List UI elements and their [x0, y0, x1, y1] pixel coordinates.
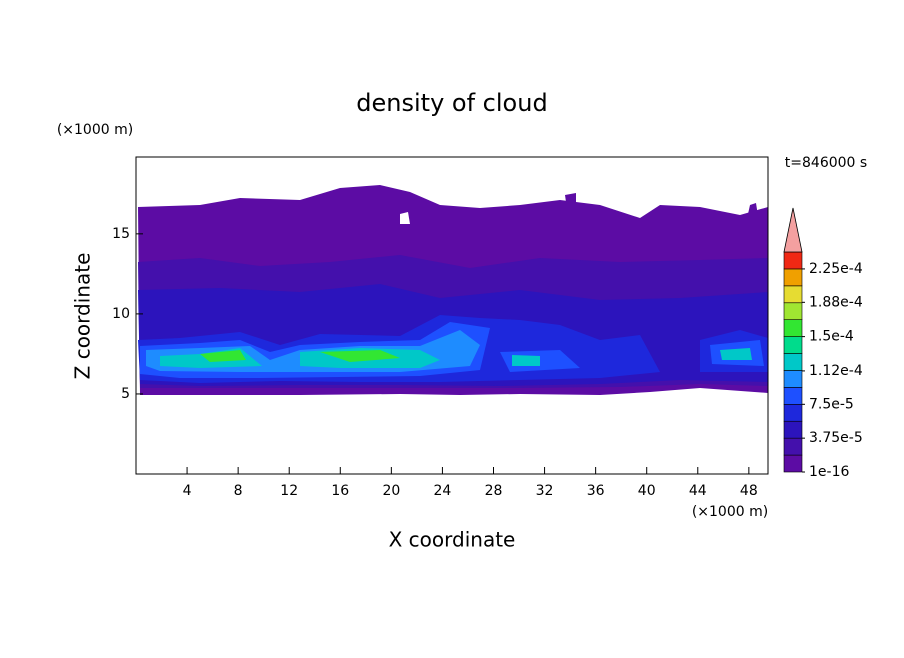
- x-tick-label: 36: [587, 483, 605, 499]
- colorbar-swatch: [783, 404, 803, 422]
- colorbar-swatch: [783, 437, 803, 456]
- colorbar-tick-label: 1.88e-4: [809, 294, 863, 310]
- x-tick-label: 44: [689, 483, 707, 499]
- colorbar-extension: [783, 207, 803, 253]
- colorbar-swatch: [783, 370, 803, 388]
- x-tick-label: 8: [234, 483, 243, 499]
- y-tick-label: 10: [112, 306, 130, 322]
- chart-title: density of cloud: [356, 89, 547, 117]
- x-tick-label: 20: [382, 483, 400, 499]
- colorbar-tick-label: 7.5e-5: [809, 396, 854, 412]
- colorbar-tick-label: 1.5e-4: [809, 329, 854, 345]
- colorbar-swatch: [783, 336, 803, 354]
- x-tick-label: 24: [434, 483, 452, 499]
- y-unit: (×1000 m): [57, 122, 133, 138]
- colorbar-tick-label: 3.75e-5: [809, 430, 863, 446]
- y-tick-label: 5: [121, 386, 130, 402]
- colorbar-swatch: [783, 268, 803, 287]
- x-tick-label: 28: [485, 483, 503, 499]
- colorbar-swatch: [783, 454, 803, 473]
- colorbar-swatch: [783, 319, 803, 337]
- colorbar-tick-label: 1.12e-4: [809, 363, 863, 379]
- x-tick-label: 16: [331, 483, 349, 499]
- colorbar-swatch: [783, 285, 803, 304]
- x-tick-label: 12: [280, 483, 298, 499]
- x-axis-label: X coordinate: [389, 528, 516, 552]
- colorbar-swatch: [783, 420, 803, 439]
- colorbar-swatch: [783, 387, 803, 405]
- x-tick-label: 32: [536, 483, 554, 499]
- colorbar-swatch: [783, 353, 803, 371]
- plot-frame: [135, 156, 769, 475]
- colorbar-swatch: [783, 302, 803, 320]
- y-tick-label: 15: [112, 226, 130, 242]
- x-unit: (×1000 m): [692, 504, 768, 520]
- y-axis-label: Z coordinate: [71, 253, 95, 380]
- time-label: t=846000 s: [785, 155, 867, 171]
- colorbar-tick-label: 1e-16: [809, 464, 849, 480]
- colorbar-tick-label: 2.25e-4: [809, 261, 863, 277]
- colorbar-swatch: [783, 251, 803, 270]
- x-tick-label: 40: [638, 483, 656, 499]
- cloud-field: [138, 185, 768, 395]
- x-tick-label: 4: [183, 483, 192, 499]
- x-tick-label: 48: [740, 483, 758, 499]
